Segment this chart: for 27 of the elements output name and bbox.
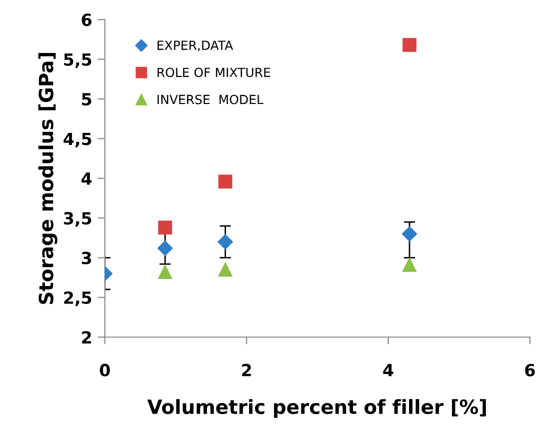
point (402, 226, 418, 242)
y-tick-label: 2,5 (64, 291, 92, 306)
x-tick-label: 6 (525, 364, 535, 376)
y-tick-label: 3 (82, 252, 92, 264)
point (402, 38, 416, 52)
legend-label: INVERSE MODEL (158, 94, 264, 104)
y-tick-label: 3,5 (64, 212, 92, 227)
y-tick-label: 4,5 (64, 132, 92, 148)
y-tick-label: 2 (82, 331, 91, 344)
y-tick-label: 5,5 (64, 53, 92, 68)
point (402, 258, 416, 272)
point (218, 174, 232, 188)
point (218, 262, 232, 277)
x-axis-title: Volumetric percent of filler [%] (147, 399, 486, 418)
y-tick-label: 4 (82, 172, 92, 185)
point (158, 265, 172, 279)
point (158, 220, 172, 235)
point (218, 234, 233, 250)
y-tick-label: 5 (82, 93, 92, 106)
x-tick-label: 0 (100, 364, 110, 376)
x-tick-label: 4 (383, 364, 394, 376)
y-tick-label: 6 (82, 14, 92, 26)
y-axis-title: Storage modulus [GPa] (38, 52, 58, 304)
x-tick-label: 2 (242, 364, 251, 376)
point (158, 240, 173, 256)
legend-label: EXPER,DATA (158, 40, 234, 52)
legend-label: ROLE OF MIXTURE (158, 68, 270, 78)
